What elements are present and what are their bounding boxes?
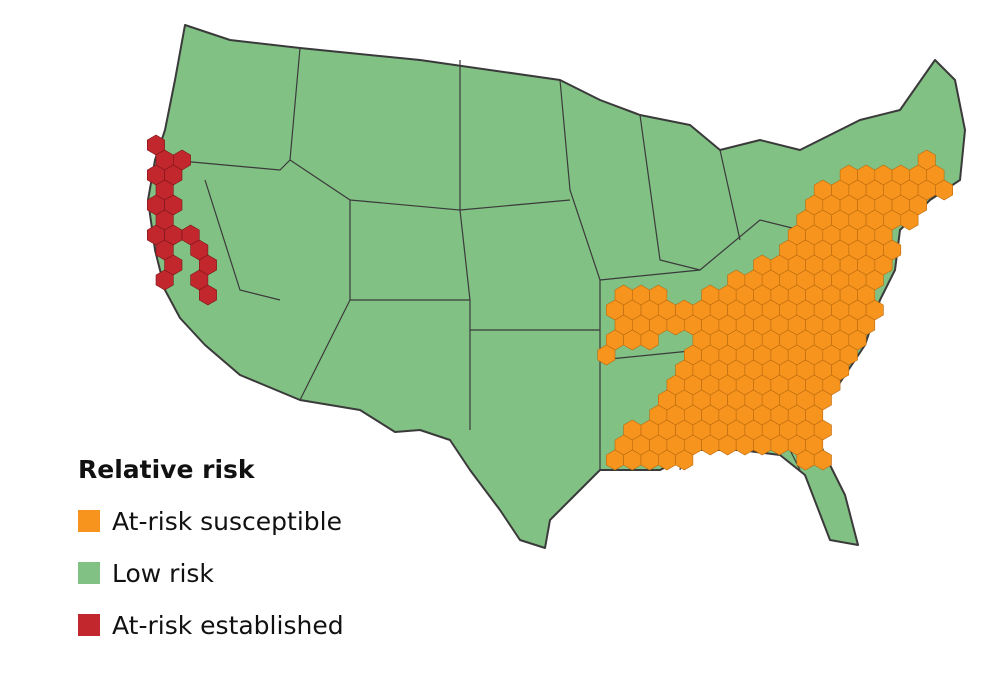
legend-label: At-risk established — [112, 611, 344, 640]
risk-hex — [675, 449, 694, 471]
legend-label: Low risk — [112, 559, 214, 588]
legend-swatch — [78, 510, 100, 532]
legend-title: Relative risk — [78, 455, 256, 484]
risk-hex — [199, 284, 217, 306]
risk-hex — [597, 344, 616, 366]
risk-hex — [900, 209, 919, 231]
risk-hex — [155, 269, 174, 291]
hex-layer — [147, 134, 954, 471]
legend-label: At-risk susceptible — [112, 507, 342, 536]
legend-swatch — [78, 562, 100, 584]
risk-hex — [935, 179, 954, 201]
risk-hex — [640, 329, 659, 351]
legend: Relative risk At-risk susceptible Low ris… — [78, 455, 344, 640]
legend-swatch — [78, 614, 100, 636]
risk-hex — [813, 449, 832, 471]
